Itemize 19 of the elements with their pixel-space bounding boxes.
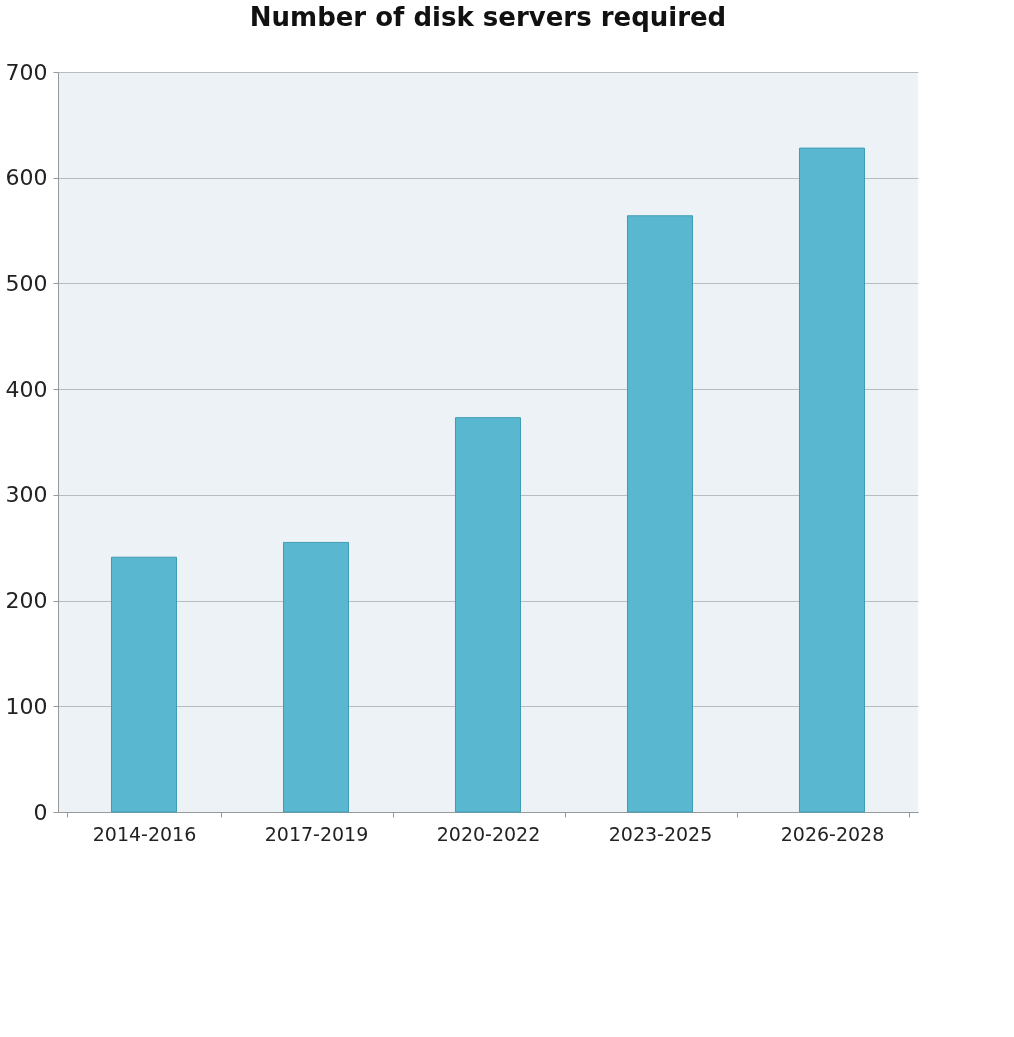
y-tick-label: 400 — [5, 376, 48, 402]
y-tick-label: 300 — [5, 482, 48, 508]
bar — [626, 215, 694, 813]
y-tick-label: 0 — [33, 799, 48, 825]
bar — [110, 556, 178, 813]
y-tick-label: 700 — [5, 59, 48, 85]
chart-title: Number of disk servers required — [249, 2, 727, 32]
y-tick-label: 200 — [5, 588, 48, 614]
y-tick-label: 100 — [5, 693, 48, 719]
bar — [282, 541, 350, 813]
x-tick-label: 2017-2019 — [264, 822, 369, 845]
x-tick-label: 2020-2022 — [436, 822, 541, 845]
bar — [798, 147, 866, 813]
x-tick-label: 2023-2025 — [608, 822, 713, 845]
y-tick-label: 600 — [5, 165, 48, 191]
y-tick-label: 500 — [5, 270, 48, 296]
bar — [454, 417, 522, 813]
x-tick-label: 2026-2028 — [780, 822, 885, 845]
x-tick-label: 2014-2016 — [92, 822, 197, 845]
